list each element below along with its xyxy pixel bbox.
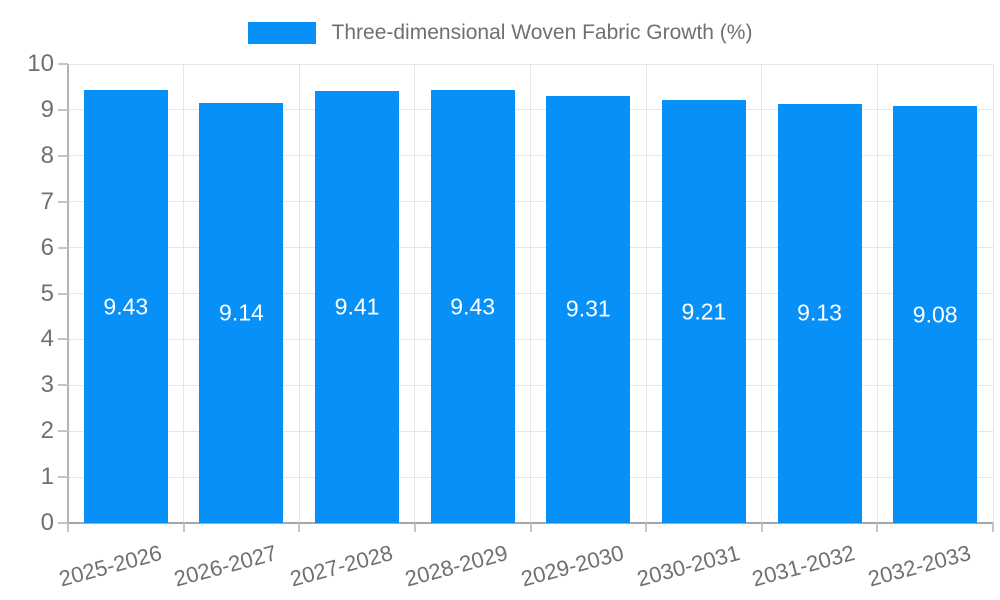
y-axis-tick-label: 10	[27, 50, 54, 77]
bar	[777, 103, 862, 523]
y-axis-tick-label: 6	[40, 233, 54, 261]
gridline-vertical	[183, 64, 185, 523]
x-axis-tick-label: 2027-2028	[287, 540, 396, 592]
x-axis-tick	[182, 523, 185, 532]
bar	[83, 90, 168, 523]
gridline-vertical	[414, 64, 416, 523]
gridline-vertical	[530, 64, 531, 523]
x-axis-tick	[298, 523, 301, 532]
y-axis-tick-label: 1	[40, 463, 54, 491]
bar-value-label: 9.08	[912, 301, 958, 328]
y-axis-tick-label: 0	[40, 509, 54, 536]
x-axis-tick	[876, 523, 879, 532]
y-axis-tick	[58, 200, 68, 203]
bar-value-label: 9.43	[450, 293, 496, 320]
y-axis-tick-label: 9	[40, 95, 54, 123]
y-axis-line	[67, 64, 69, 532]
legend-label: Three-dimensional Woven Fabric Growth (%…	[331, 21, 753, 44]
y-axis-tick-label: 8	[40, 141, 54, 169]
x-axis-tick-label: 2031-2032	[749, 540, 858, 592]
y-axis-tick	[58, 522, 68, 524]
x-axis-tick	[992, 523, 994, 532]
y-axis-tick	[58, 338, 68, 341]
gridline-vertical	[992, 64, 994, 523]
x-axis-tick-label: 2030-2031	[634, 540, 743, 592]
bar-value-label: 9.43	[103, 293, 149, 320]
x-axis-tick-label: 2025-2026	[55, 540, 165, 592]
y-axis-tick	[58, 246, 68, 249]
x-axis-tick	[645, 523, 648, 532]
bar	[315, 91, 400, 523]
x-axis-tick	[413, 523, 416, 532]
bar-value-label: 9.21	[681, 298, 727, 325]
x-axis-line	[60, 522, 993, 524]
y-axis-tick	[58, 108, 68, 111]
y-axis-tick	[58, 154, 68, 157]
x-axis-tick	[760, 523, 763, 532]
x-axis-tick-label: 2028-2029	[402, 540, 511, 592]
x-axis-tick-label: 2026-2027	[171, 540, 280, 592]
x-axis-tick-label: 2029-2030	[518, 540, 627, 592]
x-axis-tick	[67, 523, 69, 532]
bar-value-label: 9.13	[797, 299, 842, 326]
y-axis-tick-label: 4	[40, 325, 54, 353]
bar	[199, 103, 284, 523]
bar	[893, 106, 978, 523]
x-axis-tick	[529, 523, 532, 532]
y-axis-tick	[58, 430, 68, 433]
y-axis-tick	[58, 63, 68, 65]
y-axis-tick-label: 3	[40, 371, 54, 399]
y-axis-tick-label: 5	[40, 279, 54, 307]
y-axis-tick	[58, 292, 68, 295]
bar-value-label: 9.41	[334, 293, 380, 320]
bar	[430, 90, 515, 523]
y-axis-tick	[58, 476, 68, 479]
gridline-vertical	[761, 64, 763, 523]
legend-swatch-icon	[247, 22, 316, 44]
y-axis-tick-label: 7	[40, 187, 54, 215]
bar-value-label: 9.14	[219, 299, 264, 326]
x-axis-tick-label: 2032-2033	[865, 540, 974, 592]
gridline-vertical	[876, 64, 878, 523]
y-axis-tick-label: 2	[40, 417, 54, 445]
legend-item[interactable]: Three-dimensional Woven Fabric Growth (%…	[0, 20, 1000, 46]
gridline-vertical	[645, 64, 647, 523]
bar-value-label: 9.31	[565, 295, 611, 322]
y-axis-tick	[58, 384, 68, 387]
bar	[546, 95, 631, 523]
gridline-vertical	[298, 64, 300, 523]
bar	[661, 100, 746, 523]
